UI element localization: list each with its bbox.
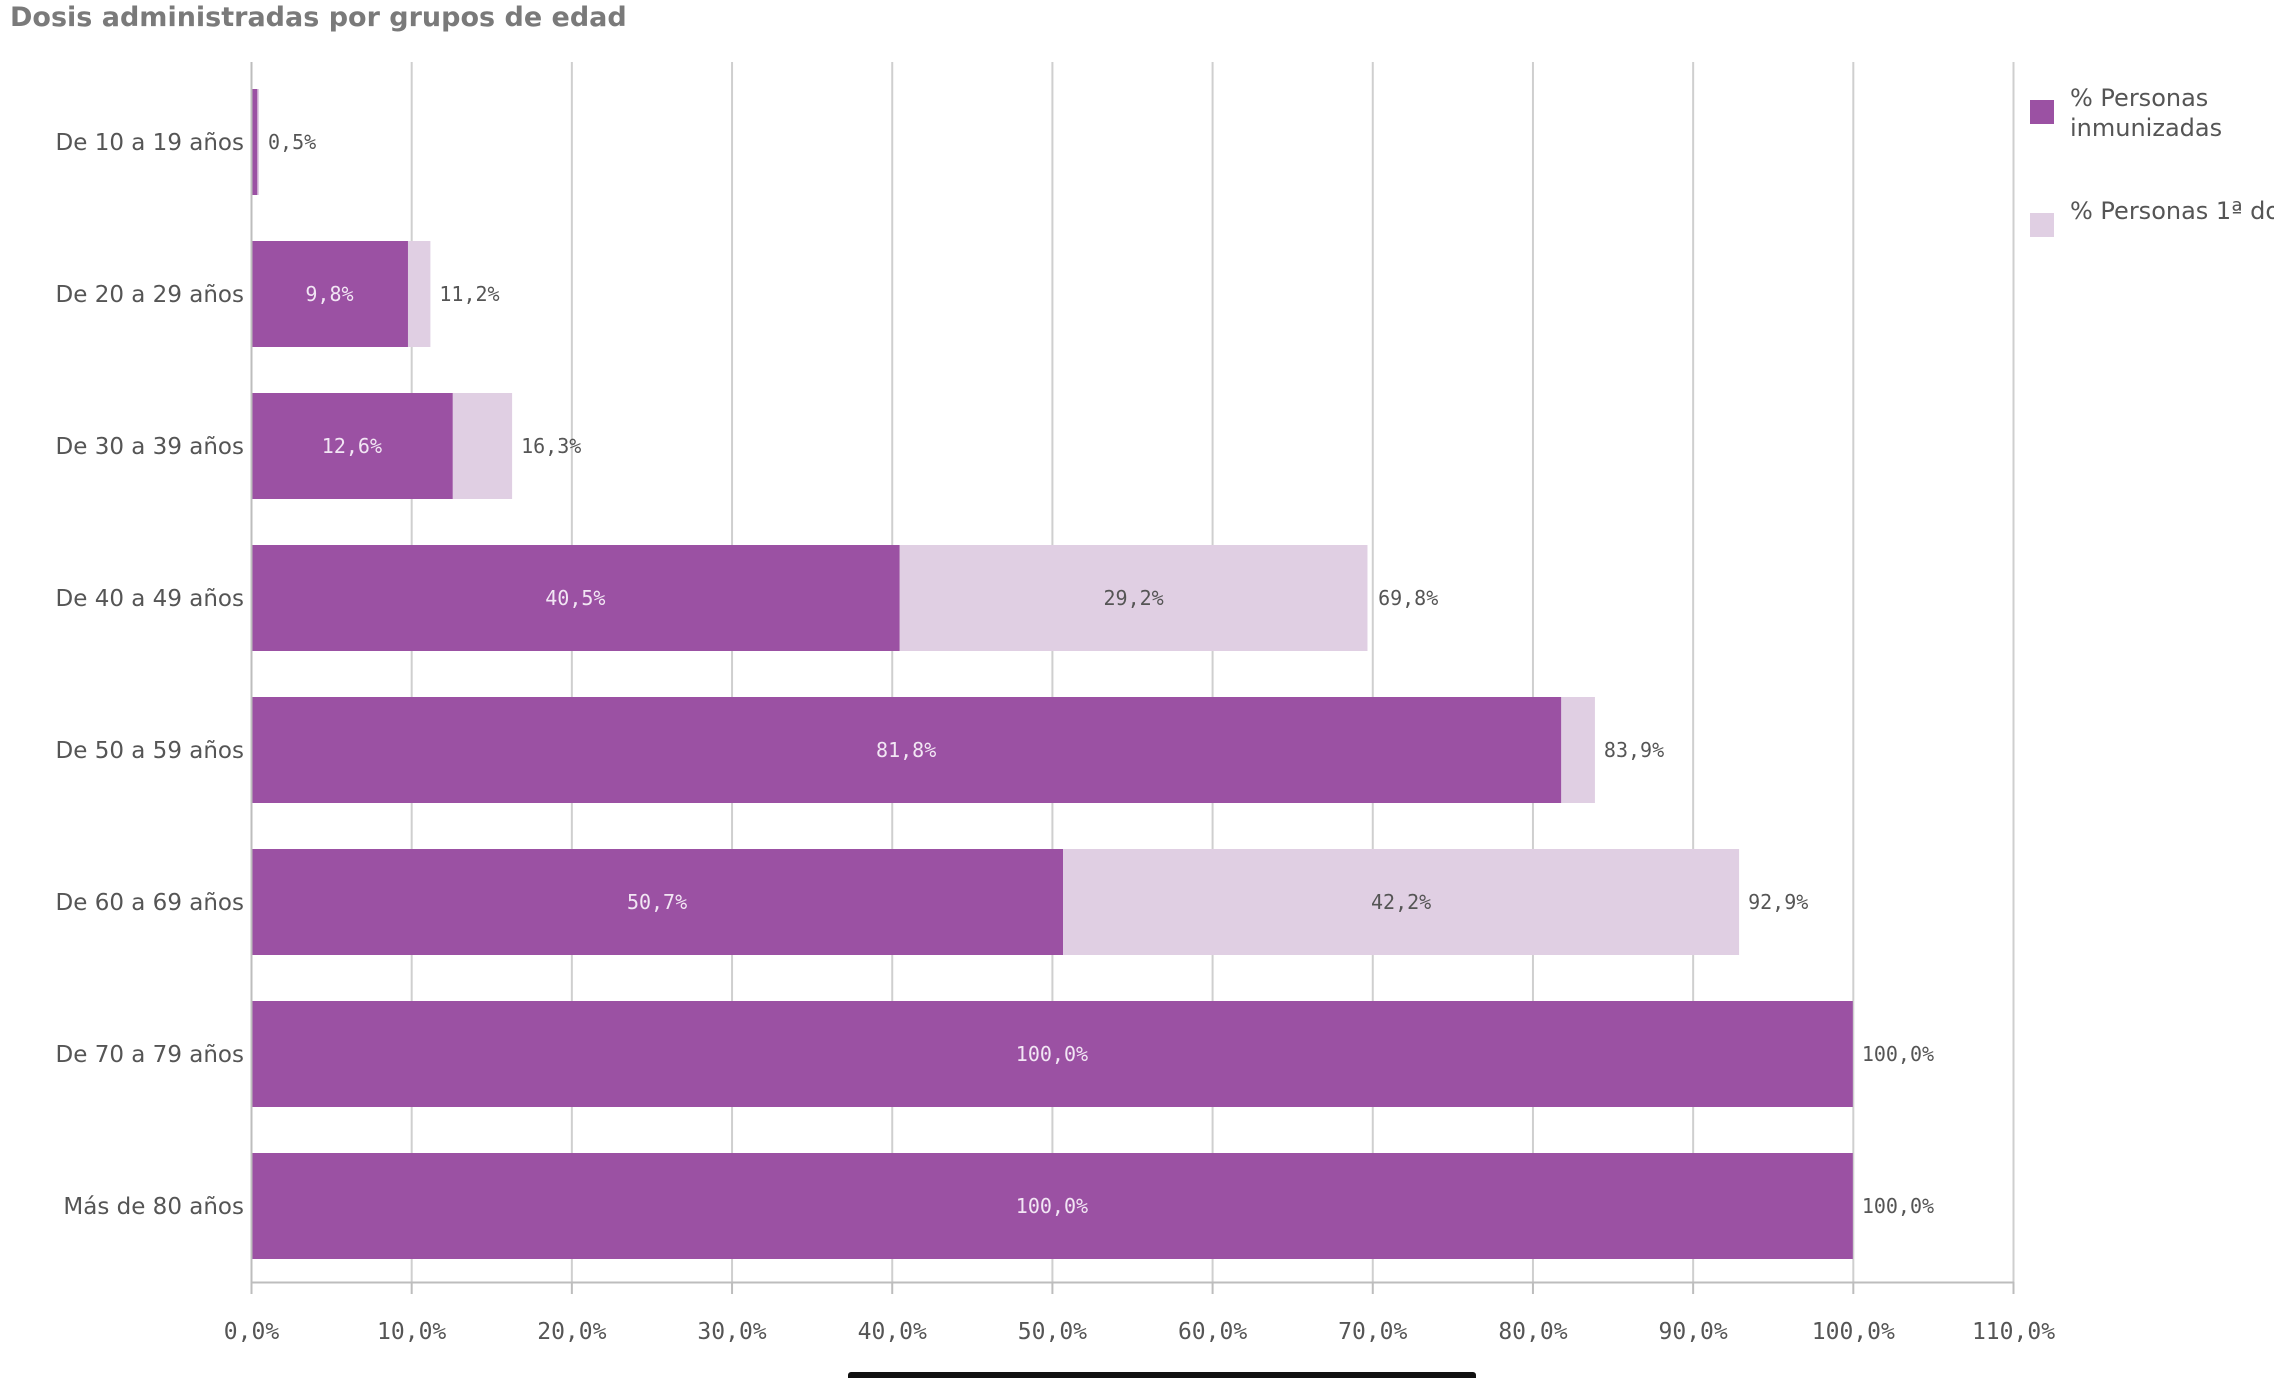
- legend-label[interactable]: inmunizadas: [2070, 114, 2222, 142]
- data-label-primera-dosis: 29,2%: [1103, 586, 1163, 610]
- legend-label[interactable]: % Personas: [2070, 84, 2208, 112]
- x-tick-label: 40,0%: [858, 1319, 927, 1345]
- bar-inmunizadas[interactable]: [251, 1001, 1853, 1107]
- data-label-inmunizadas: 12,6%: [322, 434, 382, 458]
- x-tick-label: 110,0%: [1972, 1319, 2055, 1345]
- data-label-inmunizadas: 81,8%: [876, 738, 936, 762]
- x-tick-label: 50,0%: [1018, 1319, 1087, 1345]
- category-label: De 60 a 69 años: [56, 890, 244, 916]
- bar-series: 0,5% 9,8% 11,2% 12,6% 16,3% 40,5% 29,2% 69,8% 81…: [251, 89, 1934, 1259]
- bar-primera-dosis[interactable]: [452, 393, 513, 499]
- chart-title: Dosis administradas por grupos de edad: [10, 2, 627, 33]
- value-axis: 0,0% 10,0% 20,0% 30,0% 40,0% 50,0% 60,0% 70,0% 8…: [224, 62, 2055, 1345]
- bar-inmunizadas[interactable]: [251, 393, 453, 499]
- category-label: De 20 a 29 años: [56, 282, 244, 308]
- legend-label[interactable]: % Personas 1ª dosis: [2070, 197, 2274, 225]
- x-tick-label: 30,0%: [697, 1319, 766, 1345]
- total-label: 69,8%: [1378, 586, 1438, 610]
- category-label: De 10 a 19 años: [56, 130, 244, 156]
- total-label: 83,9%: [1604, 738, 1664, 762]
- total-label: 0,5%: [268, 130, 316, 154]
- bar-primera-dosis[interactable]: [257, 89, 260, 195]
- x-tick-label: 20,0%: [537, 1319, 606, 1345]
- total-label: 16,3%: [521, 434, 581, 458]
- x-tick-label: 70,0%: [1338, 1319, 1407, 1345]
- x-tick-label: 100,0%: [1812, 1319, 1895, 1345]
- scroll-handle[interactable]: [848, 1372, 1476, 1378]
- total-label: 100,0%: [1862, 1194, 1934, 1218]
- x-tick-label: 60,0%: [1178, 1319, 1247, 1345]
- x-tick-label: 0,0%: [224, 1319, 280, 1345]
- data-label-inmunizadas: 40,5%: [545, 586, 605, 610]
- data-label-inmunizadas: 100,0%: [1016, 1194, 1088, 1218]
- bar-inmunizadas[interactable]: [251, 545, 900, 651]
- bar-primera-dosis[interactable]: [899, 545, 1368, 651]
- bar-inmunizadas[interactable]: [251, 1153, 1853, 1259]
- category-label: De 30 a 39 años: [56, 434, 244, 460]
- data-label-inmunizadas: 50,7%: [627, 890, 687, 914]
- x-tick-label: 10,0%: [377, 1319, 446, 1345]
- category-label: De 70 a 79 años: [56, 1042, 244, 1068]
- x-tick-label: 80,0%: [1498, 1319, 1567, 1345]
- total-label: 11,2%: [439, 282, 499, 306]
- bar-inmunizadas[interactable]: [251, 849, 1064, 955]
- bar-inmunizadas[interactable]: [251, 89, 258, 195]
- total-label: 100,0%: [1862, 1042, 1934, 1066]
- bar-primera-dosis[interactable]: [407, 241, 431, 347]
- category-label: De 40 a 49 años: [56, 586, 244, 612]
- data-label-inmunizadas: 100,0%: [1016, 1042, 1088, 1066]
- data-label-primera-dosis: 42,2%: [1371, 890, 1431, 914]
- bar-primera-dosis[interactable]: [1063, 849, 1740, 955]
- legend-swatch[interactable]: [2030, 213, 2054, 237]
- data-label-inmunizadas: 9,8%: [305, 282, 353, 306]
- category-axis: De 10 a 19 años De 20 a 29 años De 30 a 39…: [56, 130, 244, 1220]
- bar-inmunizadas[interactable]: [251, 241, 408, 347]
- legend-swatch[interactable]: [2030, 100, 2054, 124]
- x-tick-label: 90,0%: [1659, 1319, 1728, 1345]
- category-label: De 50 a 59 años: [56, 738, 244, 764]
- category-label: Más de 80 años: [63, 1194, 244, 1220]
- bar-inmunizadas[interactable]: [251, 697, 1562, 803]
- bar-primera-dosis[interactable]: [1561, 697, 1595, 803]
- total-label: 92,9%: [1748, 890, 1808, 914]
